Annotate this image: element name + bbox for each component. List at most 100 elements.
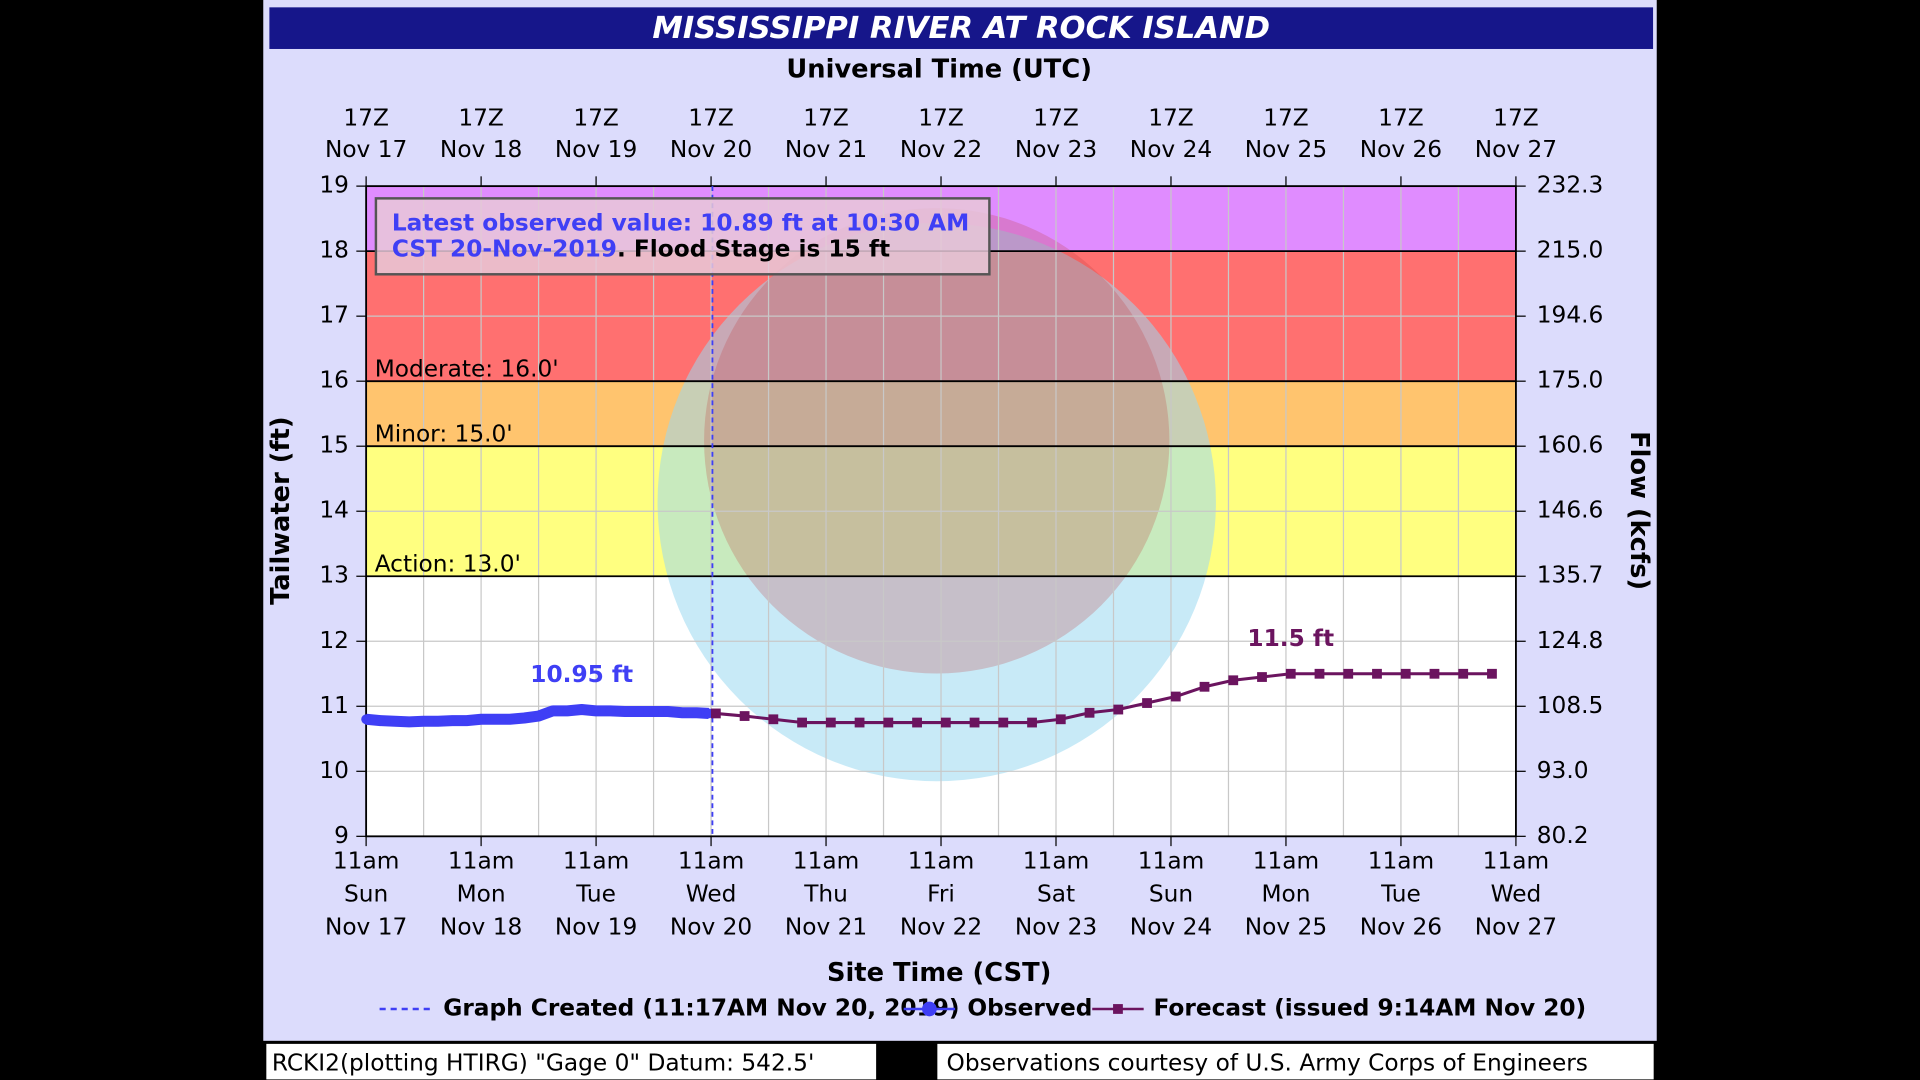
x2-tick-label: 17Z [918,104,964,131]
y-tick-label: 17 [319,302,349,329]
x-tick-label: 11am [1483,848,1549,875]
legend-label: Graph Created (11:17AM Nov 20, 2019) [443,994,959,1021]
y2-tick-label: 215.0 [1537,237,1604,264]
x2-tick-label: 17Z [458,104,504,131]
forecast-point [1343,668,1354,679]
top-axis-label: Universal Time (UTC) [786,54,1092,84]
observed-point [404,716,415,727]
x2-tick-date: Nov 23 [1015,136,1097,163]
x-tick-date: Nov 27 [1475,914,1557,941]
x-tick-weekday: Sun [344,881,388,908]
observed-point [591,705,601,716]
observed-point [691,707,702,718]
y-tick-label: 19 [319,172,349,199]
x-tick-label: 11am [333,848,399,875]
series-line [715,672,1492,725]
x-tick-label: 11am [678,848,744,875]
y2-tick-label: 124.8 [1537,627,1604,654]
observed-point [663,706,673,717]
x-tick-date: Nov 22 [900,914,982,941]
observed-point [648,706,659,717]
x2-tick-date: Nov 19 [555,136,637,163]
x-tick-date: Nov 20 [670,914,752,941]
x2-tick-label: 17Z [1378,104,1424,131]
x2-tick-date: Nov 25 [1245,136,1327,163]
x2-tick-date: Nov 18 [440,136,522,163]
y2-axis-label: Flow (kcfs) [1624,431,1654,590]
x-tick-weekday: Mon [1261,881,1310,908]
forecast-point [768,714,779,725]
x-tick-label: 11am [1023,848,1089,875]
forecast-point [883,717,894,728]
x-tick-label: 11am [1368,848,1434,875]
y2-tick-label: 93.0 [1537,757,1589,784]
x-tick-date: Nov 19 [555,914,637,941]
x-tick-weekday: Tue [575,881,616,908]
observed-point [619,706,630,717]
x-tick-weekday: Fri [927,881,955,908]
x-tick-date: Nov 25 [1245,914,1327,941]
forecast-point [1055,714,1066,725]
forecast-point [1458,668,1469,679]
forecast-point [969,717,980,728]
plot-area: Action: 13.0' Minor: 15.0' Moderate: 16.0'… [319,104,1603,940]
y-axis-label: Tailwater (ft) [266,416,296,605]
observed-point [476,714,486,725]
observed-point [548,705,558,716]
forecast-point [1285,668,1296,679]
chart-title: MISSISSIPPI RIVER AT ROCK ISLAND [652,11,1270,46]
observed-point [562,705,573,716]
y2-tick-label: 232.3 [1537,172,1604,199]
title-bar [269,7,1654,49]
x-tick-date: Nov 23 [1015,914,1097,941]
forecast-point [854,717,865,728]
threshold-label: Action: 13.0' [375,551,521,578]
x-tick-weekday: Tue [1380,881,1421,908]
y-tick-label: 16 [319,367,349,394]
forecast-point [1487,668,1497,679]
x2-tick-label: 17Z [343,104,389,131]
legend-label: Observed [967,994,1092,1021]
forecast-point [739,711,750,721]
forecast-point [1314,668,1325,679]
legend-swatch [1113,1004,1123,1014]
y2-tick-label: 108.5 [1537,692,1604,719]
forecast-point [1257,672,1267,682]
forecast-point [1142,698,1152,708]
x-tick-date: Nov 26 [1360,914,1442,941]
x2-tick-label: 17Z [803,104,849,131]
x2-tick-date: Nov 22 [900,136,982,163]
x-tick-label: 11am [793,848,859,875]
x-tick-label: 11am [908,848,974,875]
x2-tick-date: Nov 24 [1130,136,1212,163]
x-tick-date: Nov 21 [785,914,867,941]
observed-point [677,707,688,718]
x-tick-weekday: Sat [1037,881,1075,908]
forecast-point [797,717,807,728]
legend-label: Forecast (issued 9:14AM Nov 20) [1153,994,1586,1021]
y-tick-label: 9 [334,822,349,849]
footer-left: RCKI2(plotting HTIRG) "Gage 0" Datum: 54… [272,1050,815,1077]
y-tick-label: 10 [319,757,349,784]
forecast-point [710,708,721,719]
observed-point [519,713,530,723]
info-box [374,197,991,276]
observed-point [533,711,544,721]
x-axis-label: Site Time (CST) [827,958,1051,988]
forecast-point [1400,668,1411,679]
y-tick-label: 15 [319,432,349,459]
x-tick-weekday: Mon [457,881,506,908]
forecast-point [1084,707,1095,718]
observed-point [433,716,443,727]
legend-swatch [922,1001,937,1017]
y-tick-label: 14 [319,497,349,524]
x2-tick-date: Nov 27 [1475,136,1557,163]
flood-stage-text: . Flood Stage is 15 ft [617,235,890,262]
threshold-label: Moderate: 16.0' [375,356,559,383]
observed-point [461,715,472,726]
y2-tick-label: 146.6 [1537,497,1604,524]
info-line: Latest observed value: 10.89 ft at 10:30… [392,210,969,237]
forecast-point [940,717,951,728]
footer-right: Observations courtesy of U.S. Army Corps… [947,1050,1588,1077]
forecast-point [1170,691,1181,702]
